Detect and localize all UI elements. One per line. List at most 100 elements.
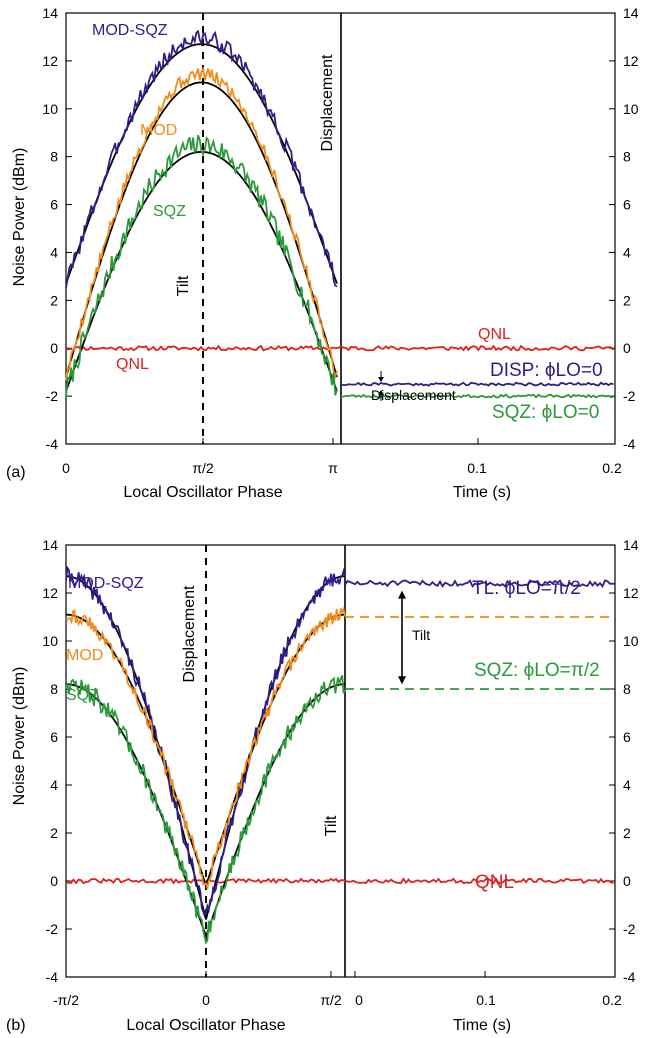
y-tick-label-right: -2 — [623, 921, 636, 937]
panel-a-xtick: π/2 — [192, 460, 214, 476]
panel-a-xtick: 0.1 — [467, 460, 487, 476]
time-trace-tl — [344, 579, 616, 589]
panel-b-tilt-vertical: Tilt — [323, 815, 340, 836]
y-tick-label: 14 — [42, 5, 58, 21]
y-tick-label: 6 — [50, 729, 58, 745]
y-tick-label-right: 6 — [623, 729, 631, 745]
y-tick-label: 4 — [50, 777, 58, 793]
panel-b-left-xlabel: Local Oscillator Phase — [126, 1017, 285, 1034]
y-tick-label: -2 — [46, 921, 59, 937]
plot-frame — [65, 544, 616, 978]
fit-curve — [65, 81, 338, 378]
measured-trace — [65, 134, 338, 398]
y-tick-label: 10 — [42, 633, 58, 649]
panel-a: -4 -4 -2 -2 0 0 2 2 4 4 6 6 8 8 10 10 12 12 14 14 Noise Pow… — [6, 5, 639, 501]
panel-b-xtick: -π/2 — [53, 992, 79, 1008]
panel-a-time-label-sqz: SQZ: ϕLO=0 — [492, 402, 599, 423]
down-arrowhead — [378, 377, 384, 382]
measured-trace — [65, 66, 338, 381]
y-tick-label-right: 0 — [623, 873, 631, 889]
time-trace — [340, 393, 614, 399]
y-tick-label-right: 10 — [623, 633, 639, 649]
panel-a-text: Noise Power (dBm) Local Oscillator Phase… — [6, 22, 622, 501]
panel-a-xtick: 0.2 — [602, 460, 622, 476]
y-tick-label-right: 2 — [623, 292, 631, 308]
y-tick-label: 2 — [50, 825, 58, 841]
y-tick-label-right: 12 — [623, 53, 639, 69]
fit-curve — [65, 43, 338, 284]
panel-a-data — [65, 13, 615, 444]
y-tick-label: 12 — [42, 53, 58, 69]
measured-trace — [65, 565, 346, 918]
fit-curve — [66, 683, 345, 939]
y-tick-label: -2 — [46, 388, 59, 404]
y-tick-label-right: 4 — [623, 777, 631, 793]
panel-a-time-label-disp: DISP: ϕLO=0 — [490, 360, 603, 381]
tilt-arrowhead-up — [398, 590, 406, 599]
up-arrowhead — [378, 390, 384, 395]
panel-a-tilt-label: Tilt — [175, 275, 192, 296]
panel-a-axes: -4 -4 -2 -2 0 0 2 2 4 4 6 6 8 8 10 10 12 12 14 14 — [42, 5, 638, 452]
panel-a-displacement-arrow-label: Displacement — [371, 387, 456, 403]
y-tick-label-right: -2 — [623, 388, 636, 404]
y-tick-label-right: 12 — [623, 585, 639, 601]
panel-a-ylabel: Noise Power (dBm) — [11, 148, 28, 287]
panel-b-axes: -4 -4 -2 -2 0 0 2 2 4 4 6 6 8 8 10 10 12 12 14 14 — [42, 537, 638, 985]
panel-a-series-label-mod: MOD — [140, 122, 177, 139]
panel-b-tilt-arrow-label: Tilt — [412, 627, 430, 643]
panel-b-label: (b) — [6, 1017, 26, 1034]
time-trace — [340, 381, 614, 387]
panel-a-right-xlabel: Time (s) — [453, 484, 511, 501]
panel-a-left-xlabel: Local Oscillator Phase — [123, 484, 282, 501]
panel-b-xtick: 0 — [202, 992, 210, 1008]
panel-b-time-label-sqz: SQZ: ϕLO=π/2 — [474, 660, 600, 681]
panel-b-series-label-mod-sqz: MOD-SQZ — [68, 575, 144, 592]
y-tick-label-right: 6 — [623, 197, 631, 213]
panel-b-xtick: 0.1 — [476, 992, 496, 1008]
qnl-trace — [65, 344, 615, 352]
panel-a-xtick: 0 — [62, 460, 70, 476]
y-tick-label: 4 — [50, 244, 58, 260]
panel-b-data — [65, 545, 616, 977]
panel-b-xtick: 0 — [355, 992, 363, 1008]
y-tick-label-right: -4 — [623, 969, 636, 985]
measured-trace — [65, 29, 338, 289]
y-tick-label-right: 8 — [623, 149, 631, 165]
y-tick-label-right: -4 — [623, 436, 636, 452]
panel-a-xtick: π — [328, 460, 338, 476]
y-tick-label-right: 0 — [623, 340, 631, 356]
tilt-arrowhead-down — [398, 676, 406, 685]
panel-a-displacement-vertical: Displacement — [319, 54, 336, 151]
y-tick-label: 0 — [50, 873, 58, 889]
measured-trace — [65, 674, 346, 945]
y-tick-label: 0 — [50, 340, 58, 356]
panel-a-label: (a) — [6, 464, 26, 481]
panel-b-series-label-sqz: SQZ — [66, 687, 99, 704]
y-tick-label: 6 — [50, 197, 58, 213]
y-tick-label: 2 — [50, 292, 58, 308]
y-tick-label-right: 2 — [623, 825, 631, 841]
panel-a-series-label-qnl: QNL — [116, 356, 149, 373]
panel-b-text: Noise Power (dBm) Local Oscillator Phase… — [6, 575, 622, 1034]
panel-b-series-label-mod: MOD — [66, 647, 103, 664]
y-tick-label-right: 8 — [623, 681, 631, 697]
y-tick-label: -4 — [46, 969, 59, 985]
measured-trace — [65, 606, 346, 889]
y-tick-label: 14 — [42, 537, 58, 553]
panel-a-series-label-sqz: SQZ — [153, 203, 186, 220]
panel-b-ylabel: Noise Power (dBm) — [11, 667, 28, 806]
y-tick-label-right: 4 — [623, 244, 631, 260]
y-tick-label: -4 — [46, 436, 59, 452]
panel-b-time-label-qnl: QNL — [475, 872, 514, 893]
y-tick-label: 8 — [50, 149, 58, 165]
y-tick-label-right: 10 — [623, 101, 639, 117]
panel-b: -4 -4 -2 -2 0 0 2 2 4 4 6 6 8 8 10 10 12 12 14 14 Noise Pow… — [6, 537, 639, 1034]
panel-b-right-xlabel: Time (s) — [453, 1017, 511, 1034]
panel-a-series-label-mod-sqz: MOD-SQZ — [92, 22, 168, 39]
qnl-trace — [65, 877, 614, 885]
panel-b-xtick: 0.2 — [602, 992, 622, 1008]
panel-b-xtick: π/2 — [320, 992, 342, 1008]
y-tick-label: 10 — [42, 101, 58, 117]
y-tick-label-right: 14 — [623, 5, 639, 21]
